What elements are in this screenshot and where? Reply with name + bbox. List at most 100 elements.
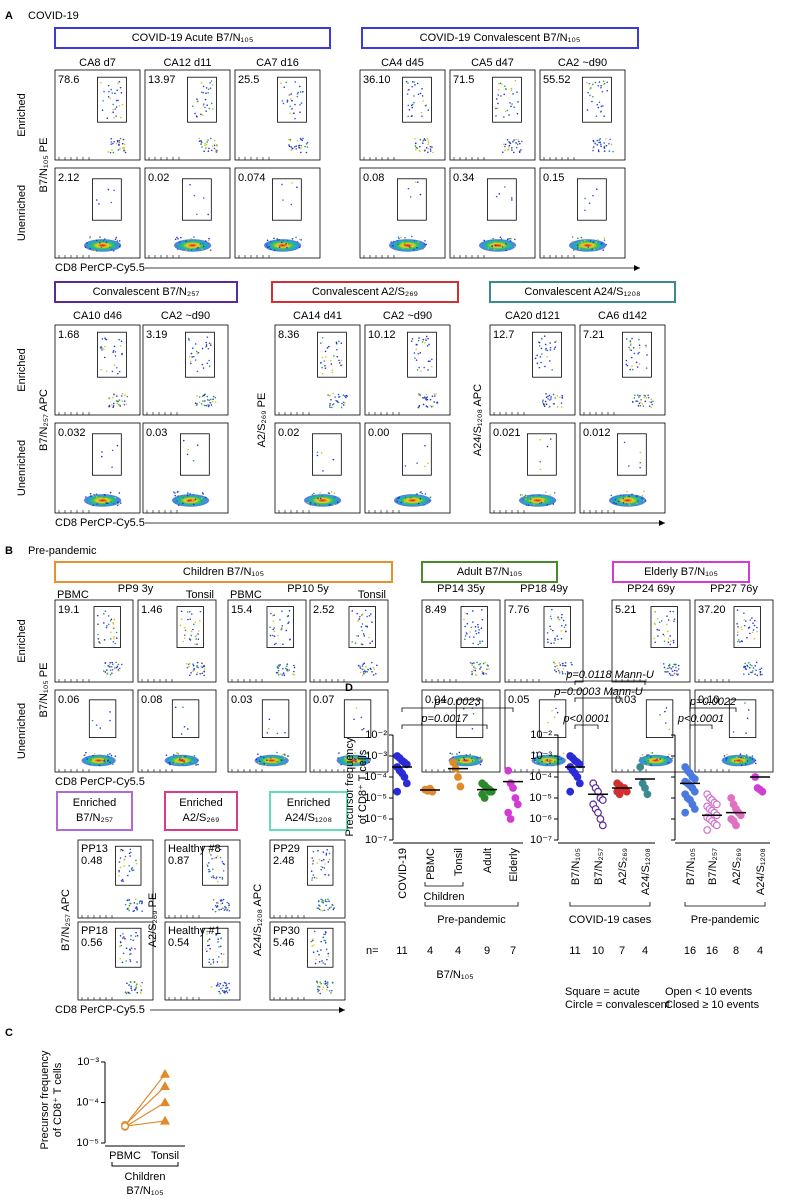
y-axis-label: of CD8⁺ T cells (52, 1062, 64, 1137)
event-dot (207, 91, 209, 94)
event-dot (99, 81, 102, 84)
event-dot (740, 640, 743, 642)
event-dot (354, 752, 356, 754)
event-dot (218, 908, 220, 911)
event-dot (174, 238, 177, 241)
event-dot (278, 246, 281, 248)
event-dot (501, 151, 504, 154)
event-dot (650, 398, 653, 401)
event-dot (127, 899, 129, 901)
event-dot (518, 142, 521, 145)
event-dot (469, 662, 472, 664)
event-dot (482, 662, 485, 665)
event-dot (524, 498, 527, 500)
x-tick-label: Tonsil (453, 848, 465, 876)
event-dot (427, 337, 429, 340)
event-dot (340, 364, 342, 367)
event-dot (600, 105, 603, 108)
event-dot (313, 930, 316, 933)
event-dot (549, 346, 552, 349)
event-dot (101, 109, 104, 111)
event-dot (300, 151, 302, 154)
event-dot (654, 641, 656, 644)
event-dot (472, 642, 474, 645)
event-dot (329, 503, 332, 506)
data-point (712, 800, 721, 809)
event-dot (354, 758, 357, 761)
n-count: 8 (733, 945, 739, 957)
event-dot (275, 671, 278, 674)
event-dot (115, 106, 118, 108)
event-dot (190, 634, 193, 637)
event-dot (368, 761, 370, 764)
group-title: A24/S₁₂₀₈ (285, 812, 332, 824)
event-dot (751, 755, 754, 757)
event-dot (417, 339, 420, 342)
event-dot (320, 898, 322, 901)
event-dot (336, 348, 338, 351)
event-dot (201, 662, 203, 664)
event-dot (477, 623, 479, 626)
event-dot (525, 504, 528, 507)
event-dot (195, 404, 198, 406)
event-dot (675, 666, 677, 669)
event-dot (282, 239, 284, 242)
event-dot (196, 370, 199, 373)
event-dot (203, 150, 205, 153)
event-dot (287, 755, 290, 757)
event-dot (663, 666, 666, 669)
event-dot (654, 610, 656, 613)
event-dot (104, 610, 107, 612)
event-dot (743, 666, 745, 669)
y-tick-label: 10⁻⁴ (76, 1096, 99, 1108)
event-dot (189, 183, 191, 186)
event-dot (123, 143, 126, 146)
event-dot (472, 621, 474, 623)
event-dot (102, 759, 104, 762)
event-dot (224, 982, 227, 984)
event-dot (121, 878, 124, 881)
event-dot (293, 674, 295, 676)
event-dot (373, 668, 376, 671)
row-label: Enriched (16, 93, 28, 136)
event-dot (118, 240, 121, 242)
event-dot (645, 367, 648, 369)
tissue-label: Tonsil (358, 589, 386, 601)
gate-frequency: 25.5 (238, 74, 259, 86)
event-dot (112, 663, 114, 665)
event-dot (317, 497, 319, 500)
event-dot (739, 641, 741, 643)
event-dot (659, 758, 662, 760)
event-dot (677, 672, 679, 675)
event-dot (127, 874, 129, 877)
group-title: A2/S₂₆₉ (183, 812, 220, 824)
y-tick-label: 10⁻² (530, 729, 552, 741)
event-dot (497, 239, 500, 242)
event-dot (175, 246, 177, 248)
event-dot (141, 902, 143, 905)
sample-name: Healthy #1 (168, 925, 221, 937)
event-dot (116, 140, 119, 142)
event-dot (187, 663, 190, 666)
event-dot (296, 241, 299, 243)
event-dot (202, 91, 205, 94)
event-dot (516, 112, 519, 115)
event-dot (480, 666, 482, 668)
note: Closed ≥ 10 events (665, 999, 760, 1011)
event-dot (139, 900, 141, 903)
event-dot (351, 764, 354, 766)
event-dot (183, 634, 186, 636)
event-dot (751, 670, 754, 672)
p-value: p<0.0001 (562, 713, 609, 725)
event-dot (588, 82, 591, 85)
event-dot (421, 95, 424, 97)
gate (266, 606, 294, 648)
event-dot (288, 94, 290, 96)
x-axis-label: CD8 PerCP-Cy5.5 (55, 1004, 145, 1016)
event-dot (418, 337, 420, 339)
event-dot (110, 666, 112, 668)
event-dot (124, 151, 127, 154)
event-dot (597, 149, 600, 151)
event-dot (591, 248, 593, 251)
event-dot (603, 239, 606, 242)
